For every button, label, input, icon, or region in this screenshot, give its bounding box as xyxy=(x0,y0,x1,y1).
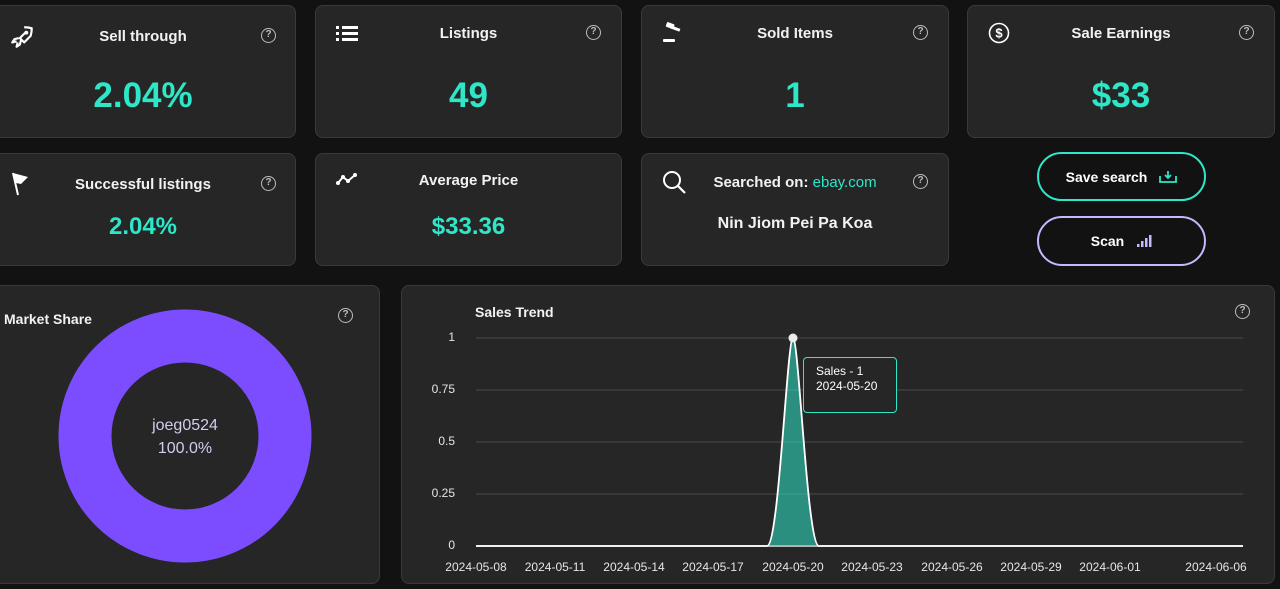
market-share-panel: Market Share ? joeg0524 100.0% xyxy=(0,285,380,584)
searched-site-link[interactable]: ebay.com xyxy=(812,174,877,191)
x-tick-label: 2024-05-17 xyxy=(682,560,744,574)
y-tick-label: 0.75 xyxy=(431,382,455,396)
svg-text:$: $ xyxy=(995,26,1003,41)
save-search-label: Save search xyxy=(1065,168,1148,185)
dollar-circle-icon: $ xyxy=(988,22,1010,44)
sold-items-value: 1 xyxy=(785,76,805,115)
save-search-button[interactable]: Save search xyxy=(1037,152,1206,201)
x-tick-label: 2024-05-29 xyxy=(1000,560,1062,574)
help-icon[interactable]: ? xyxy=(913,174,928,189)
donut-seller: joeg0524 xyxy=(152,417,218,434)
help-icon[interactable]: ? xyxy=(1235,304,1250,319)
sales-trend-panel: Sales Trend ? xyxy=(401,285,1275,584)
y-tick-label: 0 xyxy=(448,538,455,552)
download-tray-icon xyxy=(1159,170,1178,183)
successful-listings-title: Successful listings xyxy=(75,176,211,193)
tooltip-line-1: Sales - 1 xyxy=(816,364,864,378)
scan-label: Scan xyxy=(1090,233,1125,249)
donut-slice[interactable] xyxy=(58,309,312,563)
help-icon[interactable]: ? xyxy=(338,308,353,323)
listings-value: 49 xyxy=(449,76,488,115)
sale-earnings-card: $ Sale Earnings ? $33 xyxy=(967,5,1275,138)
search-icon xyxy=(663,171,686,194)
average-price-card: Average Price $33.36 xyxy=(315,153,622,266)
successful-listings-card: Successful listings ? 2.04% xyxy=(0,153,296,266)
flag-icon xyxy=(12,172,28,196)
sell-through-title: Sell through xyxy=(99,28,187,45)
help-icon[interactable]: ? xyxy=(261,28,276,43)
average-price-title: Average Price xyxy=(418,172,519,189)
help-icon[interactable]: ? xyxy=(261,176,276,191)
chart-tooltip: Sales - 1 2024-05-20 xyxy=(803,357,897,413)
listings-title: Listings xyxy=(439,25,498,42)
x-tick-label: 2024-05-26 xyxy=(921,560,983,574)
gavel-icon xyxy=(663,22,681,42)
average-price-value: $33.36 xyxy=(431,213,506,240)
data-point[interactable] xyxy=(788,333,798,343)
market-share-donut xyxy=(58,309,312,563)
x-tick-label: 2024-05-11 xyxy=(524,560,586,574)
x-tick-label: 2024-06-01 xyxy=(1079,560,1141,574)
listings-card: Listings ? 49 xyxy=(315,5,622,138)
x-tick-label: 2024-05-08 xyxy=(445,560,507,574)
sales-trend-title: Sales Trend xyxy=(475,304,554,320)
sold-items-card: Sold Items ? 1 xyxy=(641,5,949,138)
rocket-icon xyxy=(11,26,33,48)
sell-through-value: 2.04% xyxy=(93,76,193,115)
sold-items-title: Sold Items xyxy=(757,25,833,42)
y-tick-label: 1 xyxy=(448,330,455,344)
successful-listings-value: 2.04% xyxy=(108,213,178,240)
list-icon xyxy=(336,26,358,41)
scan-button[interactable]: Scan xyxy=(1037,216,1206,266)
searched-on-card: Searched on: ebay.com ? Nin Jiom Pei Pa … xyxy=(641,153,949,266)
x-tick-label: 2024-05-20 xyxy=(762,560,824,574)
y-tick-label: 0.25 xyxy=(431,486,455,500)
x-tick-label: 2024-06-06 xyxy=(1185,560,1247,574)
trend-icon xyxy=(336,173,357,185)
searched-on-title: Searched on: ebay.com xyxy=(642,174,948,191)
donut-center-label: joeg0524 100.0% xyxy=(57,414,313,460)
help-icon[interactable]: ? xyxy=(913,25,928,40)
sale-earnings-title: Sale Earnings xyxy=(1071,25,1171,42)
market-share-title: Market Share xyxy=(4,311,92,327)
help-icon[interactable]: ? xyxy=(1239,25,1254,40)
tooltip-line-2: 2024-05-20 xyxy=(816,379,878,393)
searched-on-label: Searched on: xyxy=(713,174,809,191)
x-tick-label: 2024-05-23 xyxy=(841,560,903,574)
sale-earnings-value: $33 xyxy=(1091,76,1151,115)
sell-through-card: Sell through ? 2.04% xyxy=(0,5,296,138)
donut-percent: 100.0% xyxy=(157,440,213,457)
search-query-text: Nin Jiom Pei Pa Koa xyxy=(717,215,873,232)
help-icon[interactable]: ? xyxy=(586,25,601,40)
x-tick-label: 2024-05-14 xyxy=(603,560,665,574)
signal-bars-icon xyxy=(1137,235,1152,247)
y-tick-label: 0.5 xyxy=(438,434,455,448)
